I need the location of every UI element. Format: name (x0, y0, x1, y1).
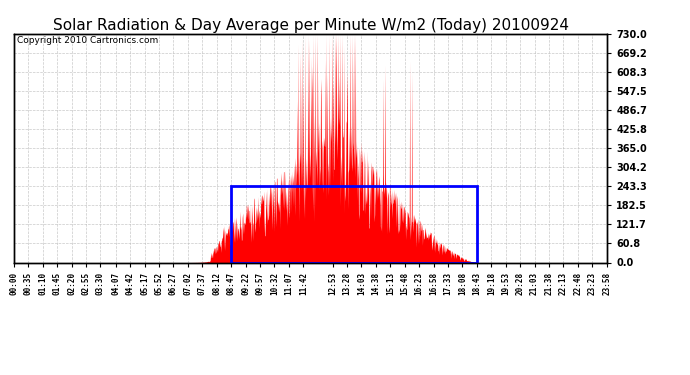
Text: Copyright 2010 Cartronics.com: Copyright 2010 Cartronics.com (17, 36, 158, 45)
Bar (231, 186, 477, 262)
Title: Solar Radiation & Day Average per Minute W/m2 (Today) 20100924: Solar Radiation & Day Average per Minute… (52, 18, 569, 33)
